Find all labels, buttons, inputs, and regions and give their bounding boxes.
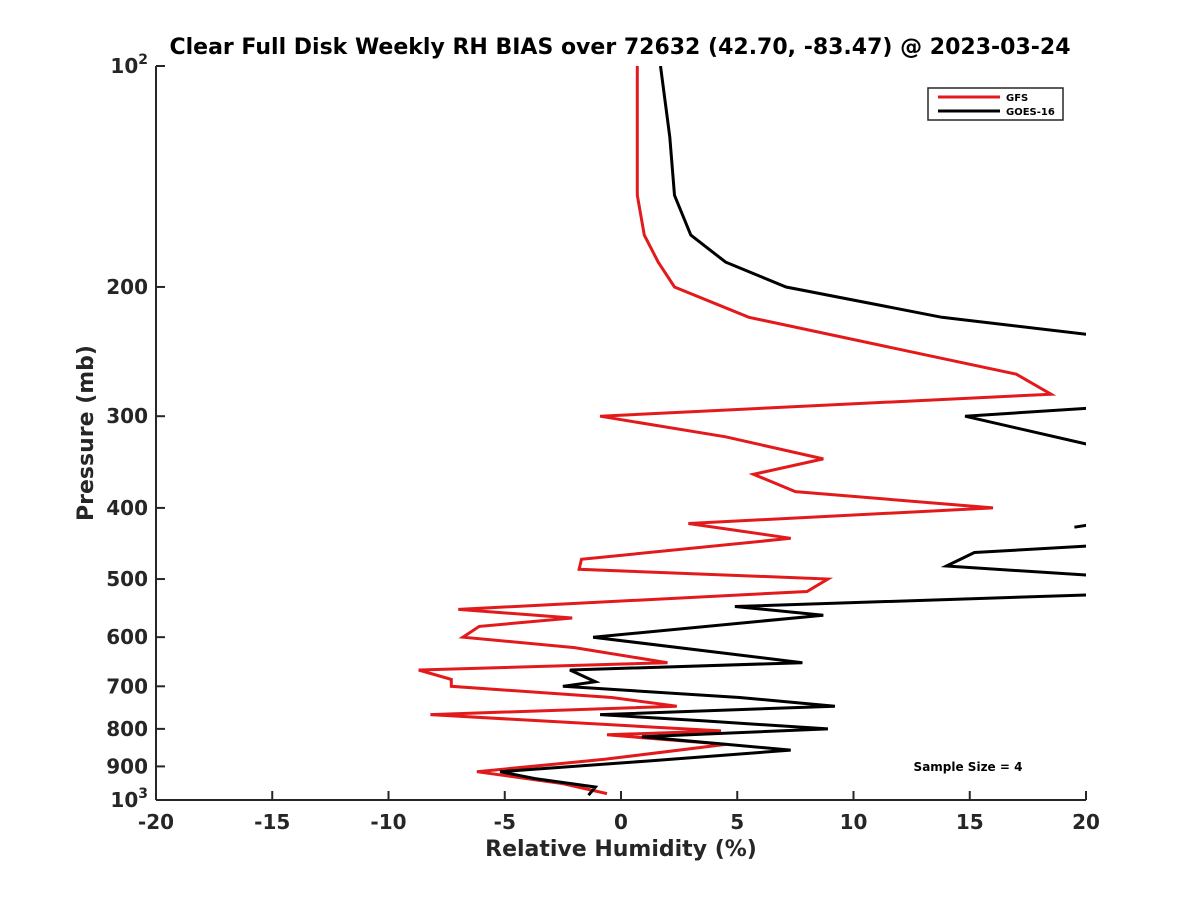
y-tick-label: 400 (106, 496, 148, 520)
series-layer (418, 66, 1086, 797)
y-tick-exponent: 2 (138, 52, 148, 68)
y-tick-base: 500 (106, 567, 148, 591)
x-ticks: -20 -15 -10 -5 0 5 10 15 20 (138, 791, 1100, 834)
series-line-goes-16 (499, 66, 1086, 797)
y-tick-base: 10 (110, 54, 138, 78)
y-tick-label: 102 (110, 52, 148, 78)
y-tick-label: 700 (106, 674, 148, 698)
y-tick-base: 300 (106, 404, 148, 428)
y-tick-base: 700 (106, 674, 148, 698)
legend-label: GOES-16 (1006, 107, 1055, 118)
legend: GFS GOES-16 (927, 87, 1064, 121)
y-tick-base: 10 (110, 788, 138, 812)
x-tick-label: 15 (956, 810, 984, 834)
y-tick-label: 200 (106, 275, 148, 299)
x-tick-label: -10 (370, 810, 406, 834)
x-tick-label: -5 (494, 810, 516, 834)
x-axis-label: Relative Humidity (%) (485, 837, 757, 862)
y-tick-base: 400 (106, 496, 148, 520)
sample-size-annotation: Sample Size = 4 (914, 760, 1023, 774)
y-tick-label: 103 (110, 786, 148, 812)
y-tick-label: 600 (106, 625, 148, 649)
legend-items: GFS GOES-16 (938, 93, 1055, 118)
x-tick-label: 20 (1072, 810, 1100, 834)
y-axis-label: Pressure (mb) (74, 345, 99, 521)
x-tick-label: -15 (254, 810, 290, 834)
legend-label: GFS (1006, 93, 1028, 104)
y-tick-base: 800 (106, 717, 148, 741)
y-tick-base: 600 (106, 625, 148, 649)
y-tick-label: 500 (106, 567, 148, 591)
y-tick-label: 300 (106, 404, 148, 428)
y-tick-exponent: 3 (138, 786, 148, 802)
y-tick-label: 900 (106, 754, 148, 778)
x-tick-label: 5 (730, 810, 744, 834)
x-tick-label: 10 (840, 810, 868, 834)
x-tick-label: 0 (614, 810, 628, 834)
y-tick-base: 900 (106, 754, 148, 778)
series-line-gfs (418, 66, 1057, 796)
chart-title: Clear Full Disk Weekly RH BIAS over 7263… (169, 35, 1070, 60)
x-tick-label: -20 (138, 810, 174, 834)
legend-box (927, 87, 1064, 121)
y-tick-base: 200 (106, 275, 148, 299)
y-tick-label: 800 (106, 717, 148, 741)
